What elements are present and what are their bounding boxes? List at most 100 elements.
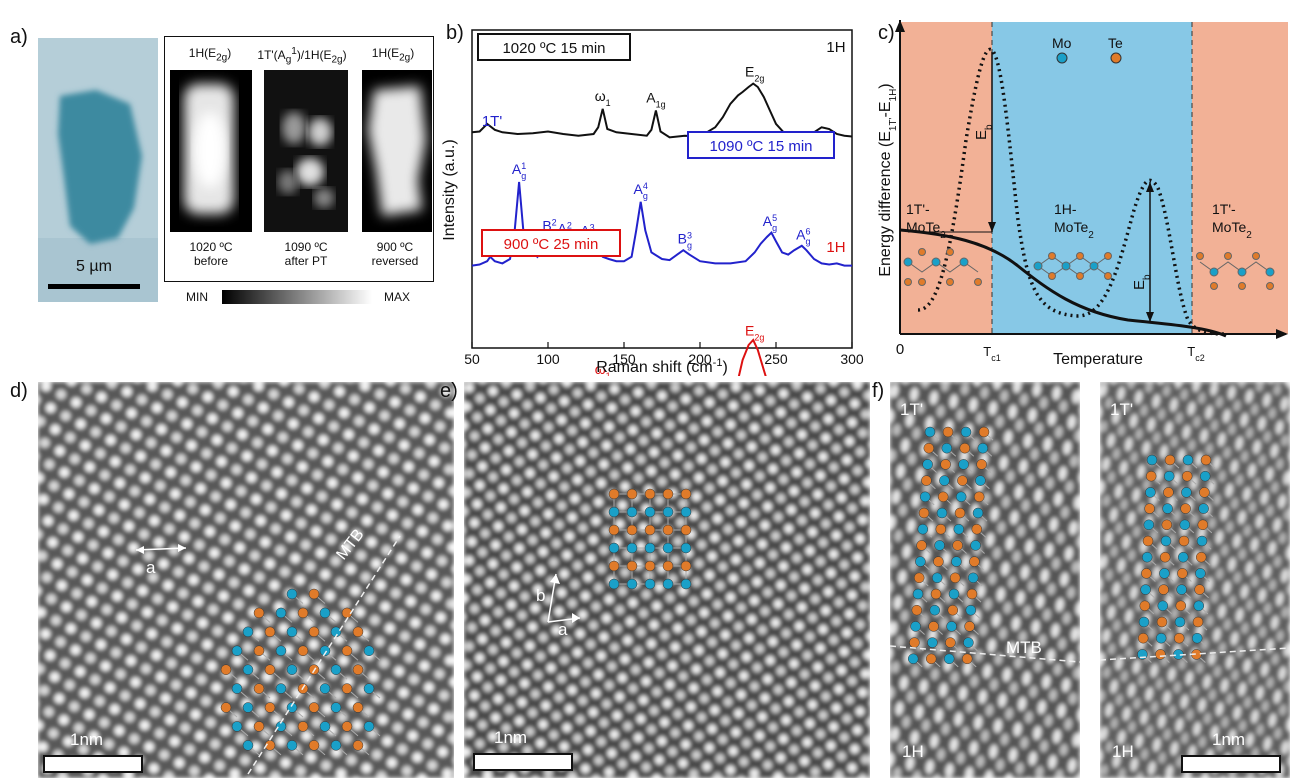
atom (1176, 584, 1187, 595)
raman-phase-label: 1H (826, 239, 845, 256)
scale-label-f: 1nm (1212, 730, 1246, 749)
atom (945, 637, 956, 648)
raman-ylabel: Intensity (a.u.) (441, 139, 458, 240)
map-caption-1: 1020 ºC before (189, 240, 233, 268)
atom (1145, 470, 1157, 482)
panel-e-label: e) (440, 380, 458, 402)
atom (977, 442, 989, 454)
raman-peak-label: ω1 (595, 361, 611, 376)
atom (973, 491, 985, 503)
atom (1180, 503, 1191, 514)
atom (330, 702, 342, 713)
atom (286, 664, 298, 675)
raman-condition-label: 900 ºC 25 min (504, 236, 599, 253)
atom (644, 560, 656, 572)
atom (297, 721, 309, 732)
atom (644, 488, 656, 500)
atom (662, 524, 674, 536)
phase-mid-2: MoTe2 (1054, 219, 1094, 241)
panel-d-label: d) (10, 380, 28, 402)
atom (966, 588, 978, 600)
atom (286, 588, 298, 600)
atom (1177, 568, 1188, 579)
atom (949, 572, 961, 584)
stem-image-f-left: 1T' MTB 1H (890, 382, 1080, 778)
phase-1H-label-f-left: 1H (902, 742, 924, 761)
raman-peak-label: A4 g (634, 181, 648, 201)
energy-yaxis-arrow (895, 20, 905, 32)
atom (1182, 454, 1194, 466)
atom (961, 653, 973, 665)
atom (253, 683, 265, 694)
atom (971, 523, 983, 535)
lattice-a-label-e: a (558, 620, 568, 639)
atom (1199, 487, 1210, 498)
atom (933, 556, 944, 567)
atom (1141, 551, 1153, 563)
atom (909, 637, 920, 648)
colorbar (222, 290, 372, 304)
atom (1193, 600, 1205, 612)
raman-condition-box (477, 33, 631, 61)
atom (275, 607, 287, 619)
atom (951, 556, 962, 567)
atom (1197, 519, 1209, 531)
atom (363, 721, 375, 732)
atom (319, 607, 331, 619)
atom (969, 556, 980, 567)
atom (1142, 535, 1154, 547)
atom (1158, 584, 1169, 595)
atom (1162, 503, 1173, 514)
region-1H (992, 22, 1192, 334)
atom (941, 442, 953, 454)
legend-te: Te (1108, 35, 1123, 51)
region-1T-right (1192, 22, 1288, 334)
atom (1157, 600, 1169, 612)
lattice-1H-mid (1033, 252, 1112, 280)
atom (955, 491, 967, 503)
atom (644, 506, 656, 518)
atom (954, 507, 966, 519)
phase-left-1: 1T'- (906, 201, 930, 217)
atom (308, 626, 320, 638)
atom (976, 459, 987, 470)
atom (644, 578, 656, 590)
atom (913, 572, 925, 584)
atom (308, 588, 320, 600)
atom (978, 426, 990, 438)
atom (1156, 616, 1168, 628)
atom (963, 637, 974, 648)
atom (608, 524, 620, 536)
atom (626, 542, 638, 554)
atom (680, 542, 692, 554)
stem-image-d: a MTB 1nm (38, 382, 454, 778)
raman-peak-label: A6 g (796, 226, 810, 246)
atom (912, 588, 924, 600)
atom (319, 645, 331, 657)
mtb-label-f: MTB (1006, 638, 1042, 657)
raman-condition-label: 1020 ºC 15 min (502, 40, 605, 57)
atom (929, 604, 941, 616)
atom (662, 488, 674, 500)
raman-plot-frame (471, 29, 853, 349)
panel-f-label: f) (872, 380, 885, 402)
lattice-b-label-e: b (536, 586, 546, 605)
atom (352, 702, 364, 713)
raman-peak-label: B3 g (678, 230, 692, 250)
atom (1138, 616, 1150, 628)
atom (608, 560, 620, 572)
raman-phase-label: 1H (826, 39, 845, 56)
atom (916, 540, 927, 551)
atom (319, 721, 331, 732)
atom (644, 524, 656, 536)
raman-condition-box (687, 131, 835, 159)
atom (957, 475, 968, 486)
raman-xtick-label: 100 (536, 351, 560, 367)
colorbar-max-label: MAX (384, 290, 411, 304)
scale-label-d: 1nm (70, 730, 104, 749)
atom (264, 664, 276, 675)
lattice-1T-left (903, 248, 982, 286)
tc2-label: Tc2 (1187, 344, 1204, 363)
atom (319, 683, 331, 694)
atom (1141, 568, 1152, 579)
